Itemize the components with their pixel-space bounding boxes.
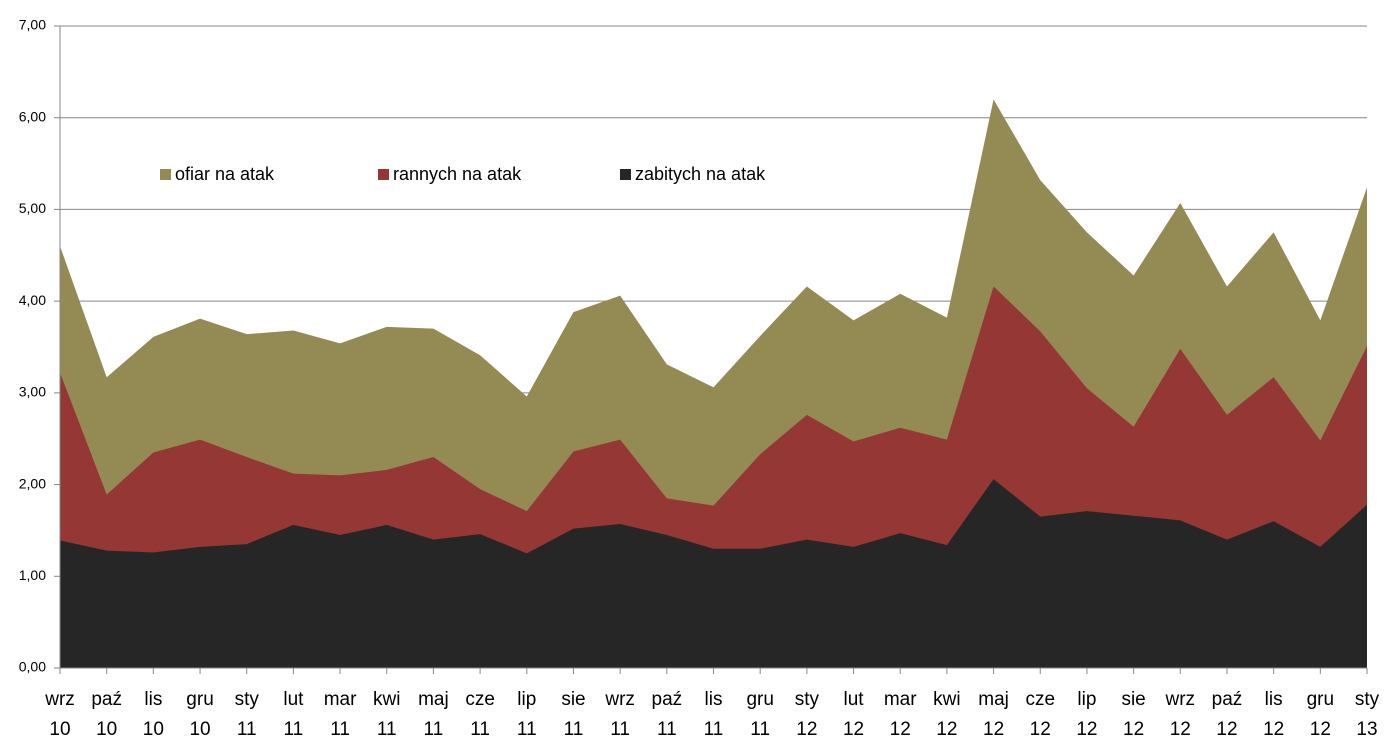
- x-tick-label: gru 11: [746, 689, 773, 740]
- x-tick-label: lip 11: [517, 689, 537, 740]
- y-tick-label: 5,00: [19, 200, 46, 216]
- x-tick-label: lut 12: [843, 689, 864, 740]
- x-tick-label: lip 12: [1076, 689, 1097, 740]
- x-tick-label: wrz 10: [44, 689, 75, 740]
- x-tick-label: sty 11: [235, 689, 260, 740]
- legend-item: ofiar na atak: [160, 164, 275, 184]
- x-tick-label: mar 12: [884, 689, 917, 740]
- x-tick-label: sie 12: [1121, 689, 1145, 740]
- x-tick-label: gru 10: [186, 689, 213, 740]
- x-tick-label: sty 13: [1355, 689, 1380, 740]
- x-tick-label: kwi 12: [933, 689, 960, 740]
- x-tick-label: lis 12: [1263, 689, 1284, 740]
- x-tick-label: paź 11: [652, 689, 683, 740]
- x-tick-label: cze 12: [1025, 689, 1055, 740]
- legend-swatch: [160, 169, 171, 180]
- legend-item: zabitych na atak: [620, 164, 766, 184]
- x-tick-label: paź 12: [1212, 689, 1243, 740]
- x-tick-label: maj 12: [978, 689, 1009, 740]
- x-tick-label: kwi 11: [373, 689, 400, 740]
- legend-swatch: [620, 169, 631, 180]
- x-tick-label: mar 11: [324, 689, 357, 740]
- y-tick-label: 4,00: [19, 292, 46, 308]
- y-tick-label: 6,00: [19, 108, 46, 124]
- legend-label: zabitych na atak: [635, 164, 766, 184]
- y-tick-label: 1,00: [19, 567, 46, 583]
- x-tick-label: cze 11: [465, 689, 495, 740]
- x-tick-label: sie 11: [561, 689, 585, 740]
- x-tick-label: lis 10: [143, 689, 164, 740]
- legend-label: ofiar na atak: [175, 164, 275, 184]
- x-tick-label: lis 11: [704, 689, 724, 740]
- x-tick-label: wrz 11: [604, 689, 635, 740]
- y-tick-label: 7,00: [19, 17, 46, 33]
- x-tick-label: maj 11: [418, 689, 449, 740]
- x-tick-label: sty 12: [795, 689, 820, 740]
- x-tick-label: paź 10: [91, 689, 122, 740]
- y-tick-label: 3,00: [19, 384, 46, 400]
- y-tick-label: 2,00: [19, 475, 46, 491]
- y-tick-label: 0,00: [19, 659, 46, 675]
- legend-item: rannych na atak: [378, 164, 522, 184]
- x-tick-label: wrz 12: [1165, 689, 1196, 740]
- area: [60, 479, 1367, 668]
- legend-label: rannych na atak: [393, 164, 522, 184]
- legend-swatch: [378, 169, 389, 180]
- x-tick-label: lut 11: [283, 689, 304, 740]
- x-tick-label: gru 12: [1307, 689, 1334, 740]
